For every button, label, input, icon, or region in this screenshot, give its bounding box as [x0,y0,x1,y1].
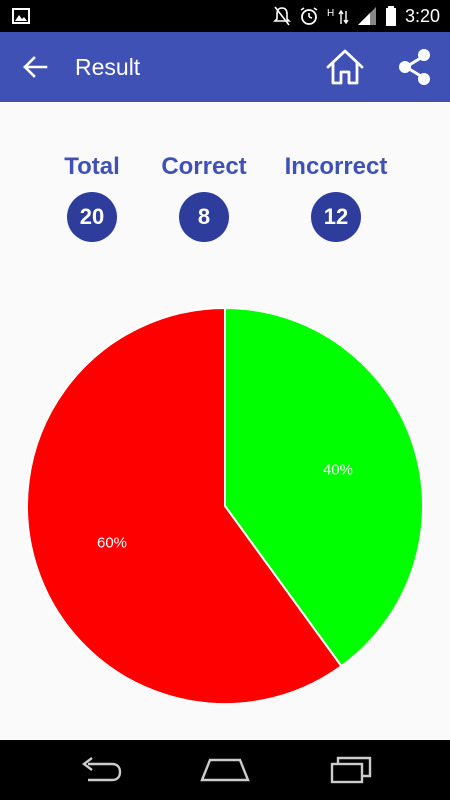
stat-total-label: Total [64,153,120,180]
stat-correct-label: Correct [161,153,247,180]
pie-slice-1 [224,306,424,668]
stat-total-value: 20 [67,192,117,242]
status-icons: H 3:20 [273,0,440,32]
recents-nav-icon[interactable] [330,756,374,784]
battery-icon [385,6,396,26]
stats-summary: Total 20 Correct 8 Incorrect 12 [0,150,450,250]
pie-label-2: 60% [97,535,127,552]
alarm-icon [300,7,318,25]
pie-slice-2 [26,306,343,705]
home-icon[interactable] [325,48,365,86]
result-pie-chart: 0%40%60% [26,306,424,705]
home-nav-icon[interactable] [200,756,250,784]
stat-correct-value: 8 [179,192,229,242]
app-bar: Result [0,32,450,102]
status-bar: H 3:20 [0,0,450,32]
stat-total: Total 20 [22,150,162,242]
page-title: Result [75,54,141,80]
stat-incorrect-value: 12 [311,192,361,242]
mute-icon [273,6,291,26]
status-time: 3:20 [404,5,440,26]
svg-text:H: H [327,8,334,19]
stat-incorrect: Incorrect 12 [266,150,406,242]
pie-label-1: 40% [323,461,353,478]
navigation-bar [0,740,450,800]
data-icon: H [327,8,349,25]
image-icon [12,8,30,24]
signal-icon [357,7,376,25]
back-arrow-icon[interactable] [22,55,48,79]
share-icon[interactable] [398,48,432,86]
back-nav-icon[interactable] [78,756,122,784]
stat-incorrect-label: Incorrect [284,153,388,180]
stat-correct: Correct 8 [134,150,274,242]
